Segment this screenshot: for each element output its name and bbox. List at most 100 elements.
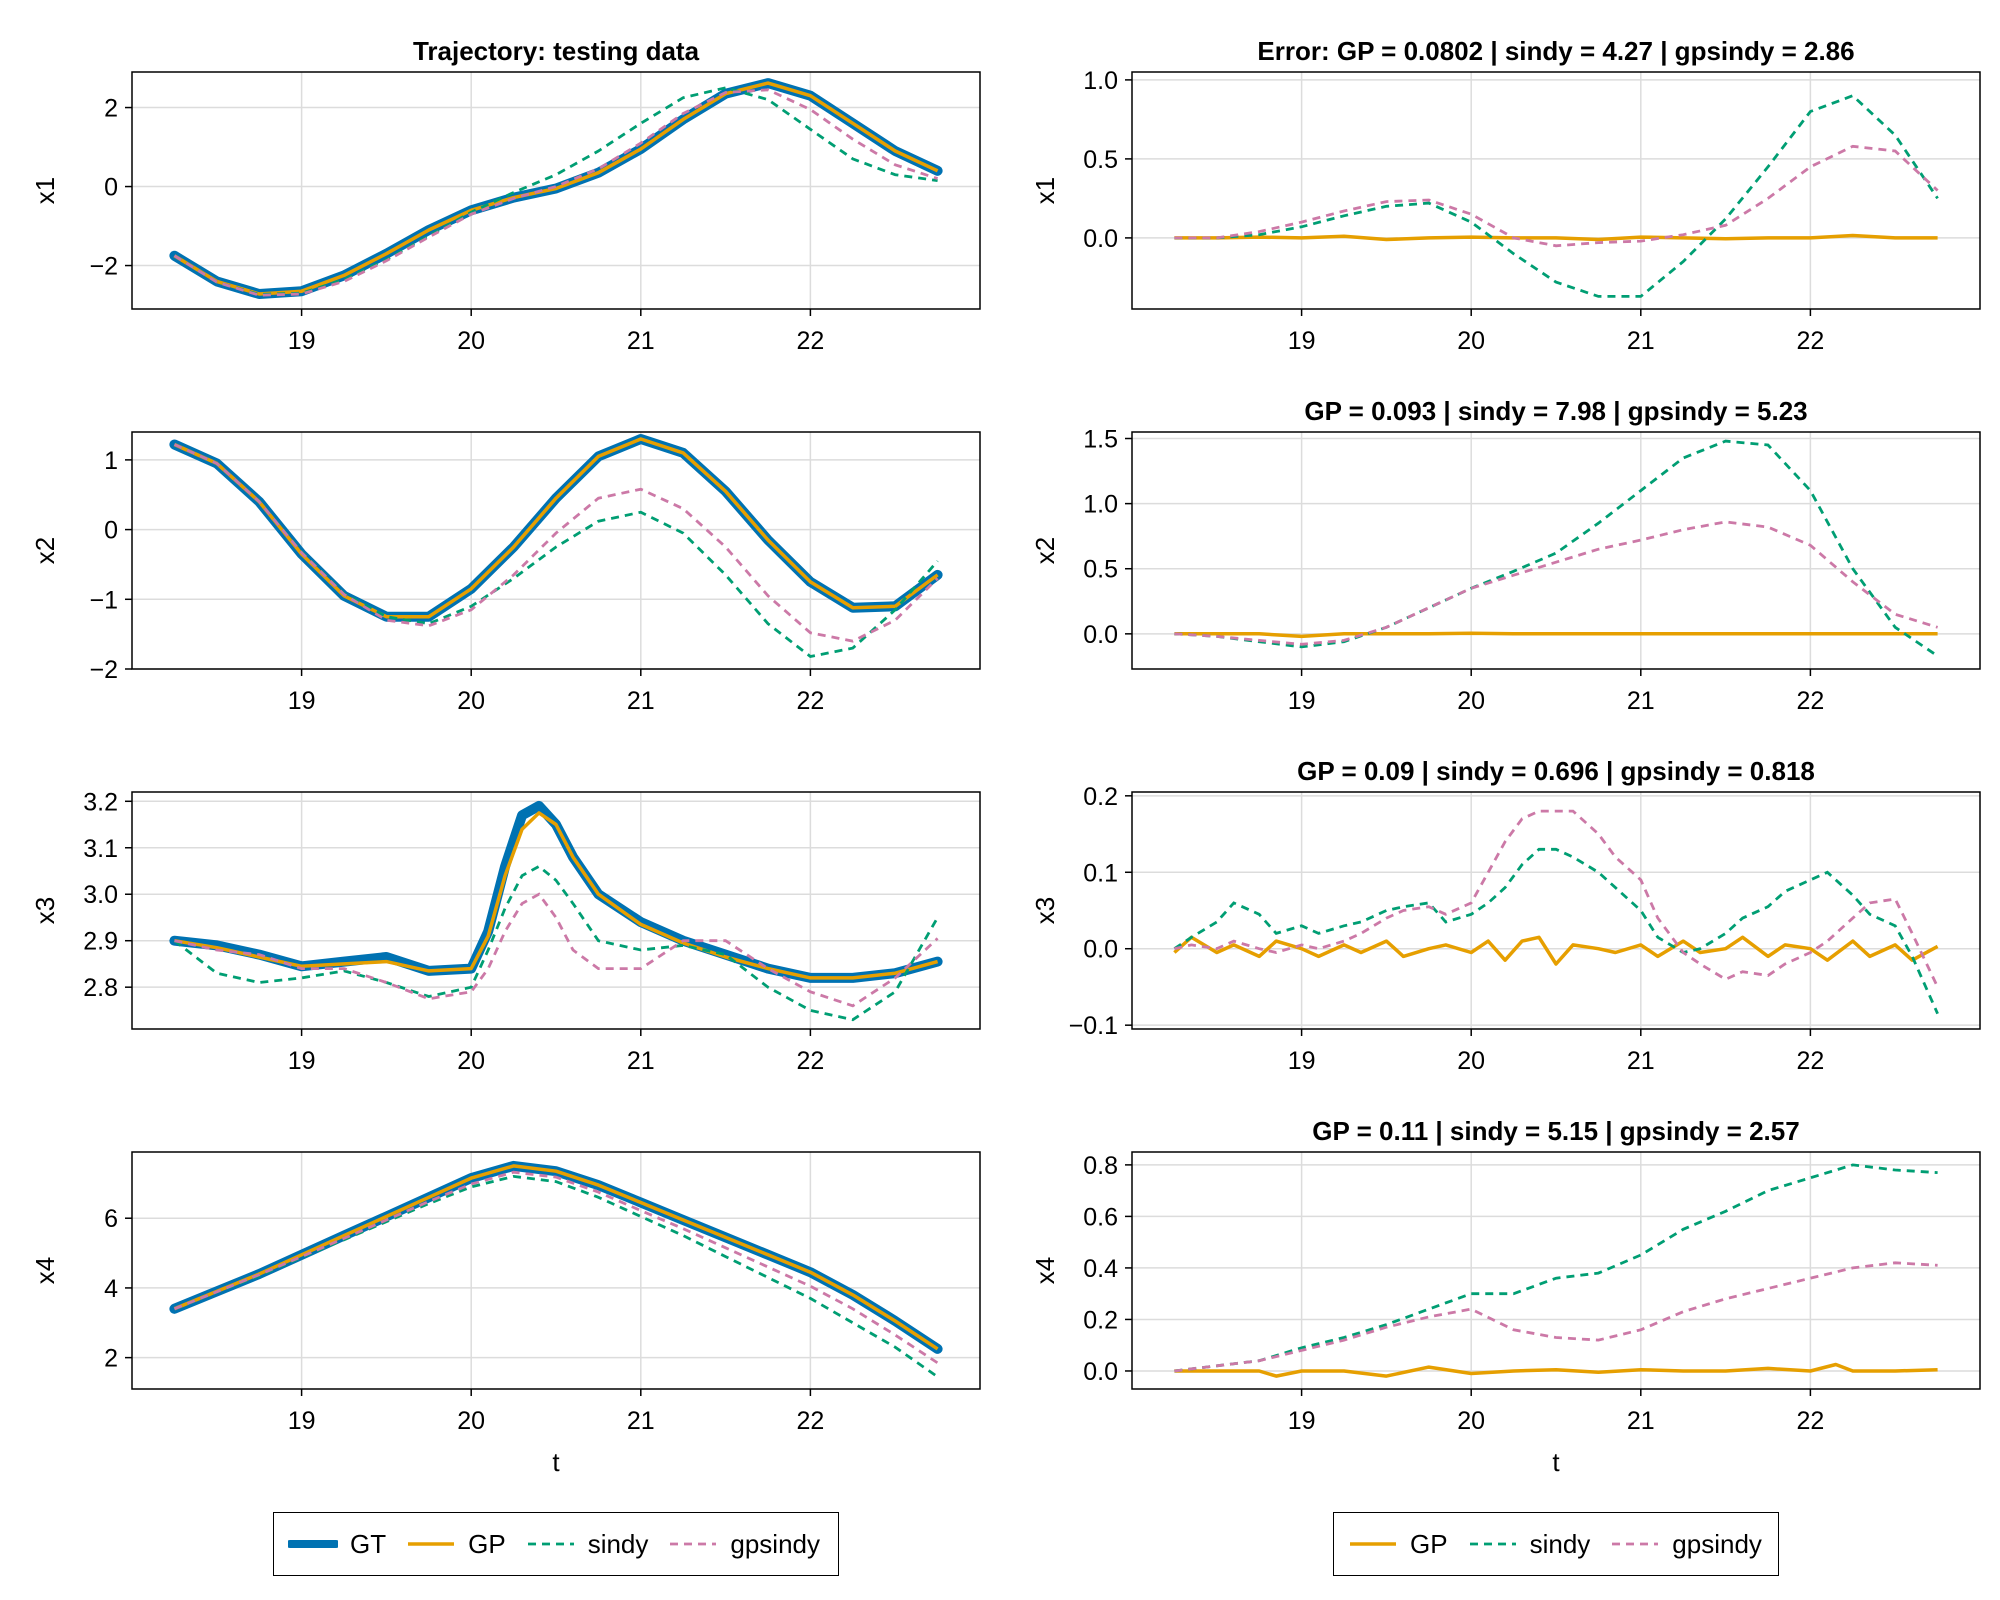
x-tick-label: 21 xyxy=(627,1047,655,1075)
x-tick-label: 19 xyxy=(1288,1047,1316,1075)
x-tick-label: 20 xyxy=(1457,1407,1485,1435)
x-tick-label: 20 xyxy=(1457,327,1485,355)
legend-label: GP xyxy=(468,1528,506,1559)
x-tick-label: 22 xyxy=(796,1407,824,1435)
series-line-sindy xyxy=(173,1174,939,1378)
legend-swatch-GT xyxy=(288,1540,338,1548)
subplot-6: 19 20 21 22 −0.1 0.0 0.1 0.2 x3 GP = 0.09 | sindy… xyxy=(1030,756,1981,1075)
y-tick-label: 2 xyxy=(104,1345,118,1373)
y-axis-label: x4 xyxy=(1030,1257,1060,1284)
x-tick-label: 22 xyxy=(796,327,824,355)
subplot-3: 19 20 21 22 −2 −1 0 1 x2 xyxy=(30,431,981,715)
series-line-sindy xyxy=(1173,847,1939,1015)
series-group xyxy=(1174,439,1939,658)
y-tick-label: 0.6 xyxy=(1083,1203,1118,1231)
y-tick-label: 0.5 xyxy=(1083,556,1118,584)
legend-left: GT GP sindy gpsindy xyxy=(273,1512,839,1576)
series-line-GP xyxy=(1174,1362,1938,1378)
legend-swatch-sindy xyxy=(527,1542,574,1546)
series-line-gpsindy xyxy=(173,1170,939,1365)
y-tick-label: 1.0 xyxy=(1083,67,1118,95)
y-axis-label: x3 xyxy=(1030,897,1060,924)
x-tick-label: 22 xyxy=(1796,687,1824,715)
y-tick-label: 2.8 xyxy=(83,974,118,1002)
x-tick-label: 19 xyxy=(1288,687,1316,715)
legend-label: sindy xyxy=(1529,1528,1591,1559)
legend-item-gpsindy: gpsindy xyxy=(668,1529,820,1560)
legend-swatch-gpsindy xyxy=(1612,1542,1659,1546)
legend-label: gpsindy xyxy=(730,1528,821,1559)
x-tick-label: 20 xyxy=(457,687,485,715)
y-tick-label: 1.0 xyxy=(1083,491,1118,519)
legend-right: GP sindy gpsindy xyxy=(1333,1512,1779,1576)
series-line-gpsindy xyxy=(1174,1261,1938,1373)
series-line-GT xyxy=(169,800,943,983)
legend-label: gpsindy xyxy=(1672,1528,1762,1559)
y-tick-label: 3.0 xyxy=(83,881,118,909)
series-line-GP xyxy=(173,1164,939,1351)
plot-frame xyxy=(1131,71,1981,310)
series-line-sindy xyxy=(173,864,939,1022)
legend-item-sindy: sindy xyxy=(526,1528,649,1560)
x-tick-label: 20 xyxy=(457,1407,485,1435)
x-tick-label: 22 xyxy=(1796,327,1824,355)
y-axis-label: x1 xyxy=(1030,177,1060,204)
y-tick-label: −2 xyxy=(89,656,118,684)
y-tick-label: −1 xyxy=(89,586,118,614)
x-tick-label: 19 xyxy=(1288,1407,1316,1435)
x-tick-label: 21 xyxy=(1627,1047,1655,1075)
subplot-title: GP = 0.093 | sindy = 7.98 | gpsindy = 5.… xyxy=(1304,396,1807,426)
series-line-sindy xyxy=(1174,94,1939,298)
x-axis-label: t xyxy=(552,1447,560,1477)
y-tick-label: 0.0 xyxy=(1083,1358,1118,1386)
series-line-gpsindy xyxy=(1174,520,1939,646)
y-tick-label: 4 xyxy=(104,1275,118,1303)
series-line-GP xyxy=(174,811,939,980)
y-tick-label: 0.1 xyxy=(1083,859,1118,887)
plot-frame xyxy=(131,431,981,670)
y-tick-label: −0.1 xyxy=(1069,1012,1118,1040)
y-tick-label: 0.2 xyxy=(1083,1306,1118,1334)
series-group xyxy=(169,78,943,299)
x-tick-label: 19 xyxy=(288,327,316,355)
y-tick-label: 0.8 xyxy=(1083,1152,1118,1180)
legend-swatch-GP xyxy=(408,1542,455,1546)
x-tick-label: 21 xyxy=(1627,687,1655,715)
x-tick-label: 22 xyxy=(796,687,824,715)
y-tick-label: 1.5 xyxy=(1083,426,1118,454)
series-group xyxy=(169,434,943,658)
legend-swatch-gpsindy xyxy=(670,1542,717,1546)
y-axis-label: x2 xyxy=(1030,537,1060,564)
series-line-gpsindy xyxy=(174,892,939,1008)
series-line-GP xyxy=(1173,935,1939,966)
y-tick-label: −2 xyxy=(89,253,118,281)
x-tick-label: 21 xyxy=(1627,1407,1655,1435)
series-group xyxy=(1174,94,1939,298)
x-tick-label: 22 xyxy=(1796,1047,1824,1075)
series-line-sindy xyxy=(173,443,939,658)
plot-frame xyxy=(131,791,981,1030)
legend-label: sindy xyxy=(587,1528,649,1559)
subplot-title: Error: GP = 0.0802 | sindy = 4.27 | gpsi… xyxy=(1257,36,1854,66)
series-line-sindy xyxy=(1174,1163,1938,1373)
y-axis-label: x1 xyxy=(30,177,60,204)
y-tick-label: 0.0 xyxy=(1083,621,1118,649)
x-tick-label: 19 xyxy=(288,1047,316,1075)
legend-item-sindy: sindy xyxy=(1468,1528,1591,1560)
x-tick-label: 22 xyxy=(796,1047,824,1075)
y-tick-label: 3.2 xyxy=(83,788,118,816)
x-tick-label: 20 xyxy=(1457,687,1485,715)
series-group xyxy=(1173,809,1939,1015)
series-line-GP xyxy=(173,81,939,296)
subplot-5: 19 20 21 22 2.8 2.9 3.0 3.1 3.2 x3 xyxy=(30,788,981,1075)
y-tick-label: 2 xyxy=(104,95,118,123)
y-tick-label: 0.0 xyxy=(1083,225,1118,253)
series-line-GP xyxy=(1174,233,1938,242)
legend-item-GP: GP xyxy=(1348,1529,1448,1560)
series-line-GP xyxy=(1174,631,1938,639)
x-tick-label: 20 xyxy=(457,1047,485,1075)
subplot-title: Trajectory: testing data xyxy=(413,36,700,66)
plot-frame xyxy=(1131,1151,1981,1390)
subplot-4: 19 20 21 22 0.0 0.5 1.0 1.5 x2 GP = 0.093 | sindy… xyxy=(1030,396,1981,715)
